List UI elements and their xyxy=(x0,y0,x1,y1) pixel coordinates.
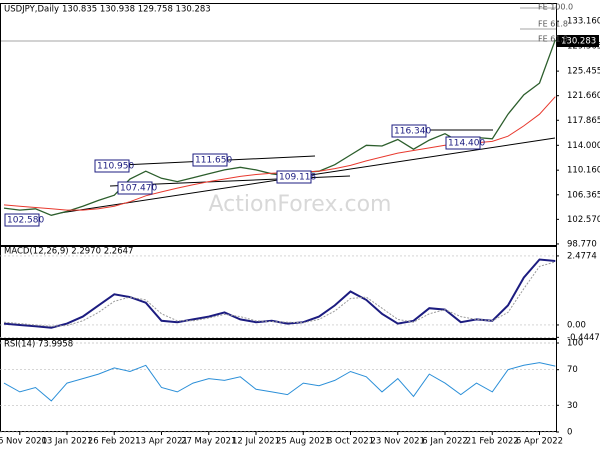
price-annotation: 109.118 xyxy=(276,170,316,184)
y-tick-label: 98.770 xyxy=(567,239,597,249)
price-annotation: 102.580 xyxy=(4,213,44,227)
y-tick-label: 133.160 xyxy=(567,17,600,27)
panel-frame xyxy=(0,3,557,247)
x-tick-label: 23 Nov 2021 xyxy=(371,437,425,447)
price-marker: 130.283 xyxy=(557,35,599,47)
fe-label: FE 61.8 xyxy=(538,20,568,29)
x-tick-label: 8 Oct 2021 xyxy=(327,437,374,447)
price-annotation: 110.950 xyxy=(94,159,134,173)
annotation-box xyxy=(94,159,130,173)
x-tick-label: 26 Feb 2021 xyxy=(88,437,141,447)
price-annotation: 114.400 xyxy=(445,136,485,150)
panel-title: USDJPY,Daily xyxy=(4,5,59,15)
x-tick-label: 13 Apr 2021 xyxy=(135,437,188,447)
y-tick-label: 100 xyxy=(567,339,583,349)
fe-lines xyxy=(0,7,556,42)
fe-label: FE 61.8 xyxy=(538,35,568,44)
annotation-label: 110.950 xyxy=(97,162,134,172)
price-annotation: 116.340 xyxy=(391,124,431,138)
x-tick-label: 21 Feb 2022 xyxy=(466,437,519,447)
watermark: ActionForex.com xyxy=(209,192,392,217)
panel-frame xyxy=(0,245,557,340)
y-tick-label: 106.365 xyxy=(567,190,600,200)
panel-title: MACD(12,26,9) 2.2970 2.2647 xyxy=(4,247,133,257)
x-tick-label: 6 Jan 2022 xyxy=(422,437,468,447)
annotation-label: 102.580 xyxy=(7,216,44,226)
y-tick-label: 102.570 xyxy=(567,215,600,225)
y-tick-label: 2.4774 xyxy=(567,251,597,261)
y-tick-label: 125.455 xyxy=(567,67,600,77)
price-box xyxy=(557,35,599,47)
y-tick-label: 0 xyxy=(567,428,572,438)
y-tick-label: -0.4447 xyxy=(567,333,600,343)
x-tick-label: 6 Apr 2022 xyxy=(516,437,563,447)
annotation-box xyxy=(445,136,481,150)
series-line xyxy=(3,261,556,327)
x-tick-label: 13 Jan 2021 xyxy=(42,437,93,447)
y-tick-label: 117.865 xyxy=(567,116,600,126)
panel-frame xyxy=(0,338,557,432)
price-label: 130.283 xyxy=(561,37,596,47)
x-tick-label: 27 May 2021 xyxy=(181,437,236,447)
price-annotation: 107.470 xyxy=(117,181,157,195)
x-tick-label: 25 Aug 2021 xyxy=(276,437,330,447)
annotation-box xyxy=(117,181,153,195)
y-tick-label: 0.00 xyxy=(567,320,586,330)
annotation-label: 114.400 xyxy=(448,139,485,149)
series-line xyxy=(3,362,556,402)
annotation-label: 116.340 xyxy=(394,127,431,137)
price-annotation: 111.650 xyxy=(192,153,232,167)
annotation-box xyxy=(192,153,228,167)
y-tick-label: 110.160 xyxy=(567,166,600,176)
panel-readout: 130.835 130.938 129.758 130.283 xyxy=(62,5,211,15)
fe-label: FE 100.0 xyxy=(538,3,573,12)
y-tick-label: 70 xyxy=(567,365,578,375)
annotation-label: 109.118 xyxy=(279,173,316,183)
annotation-label: 111.650 xyxy=(195,156,232,166)
y-tick-label: 121.660 xyxy=(567,91,600,101)
annotation-box xyxy=(391,124,427,138)
x-tick-label: 12 Jul 2021 xyxy=(232,437,280,447)
y-tick-label: 114.000 xyxy=(567,141,600,151)
annotation-box xyxy=(4,213,40,227)
x-tick-label: 26 Nov 2020 xyxy=(0,437,47,447)
panel-title: RSI(14) 73.9958 xyxy=(4,340,73,350)
annotation-label: 107.470 xyxy=(120,184,157,194)
y-tick-label: 30 xyxy=(567,401,578,411)
annotation-box xyxy=(276,170,312,184)
